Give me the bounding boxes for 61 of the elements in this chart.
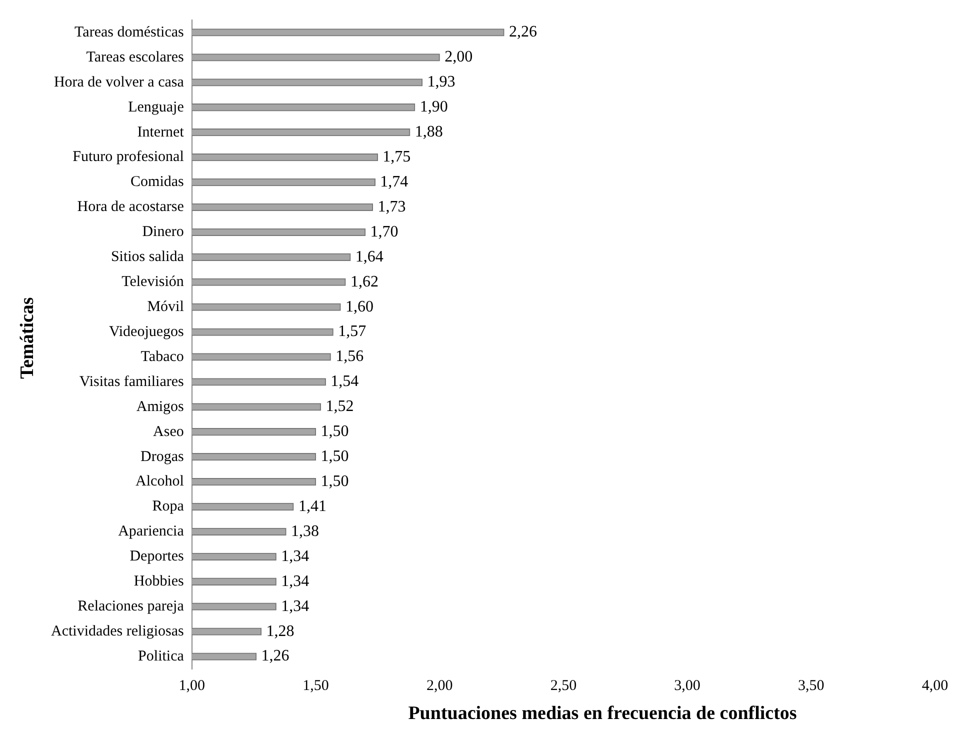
x-tick-label: 3,50: [798, 678, 824, 694]
y-tick-label: Ropa: [152, 498, 184, 515]
x-tick-label: 1,00: [178, 678, 206, 694]
y-tick-label: Tabaco: [140, 348, 184, 365]
data-label: 1,34: [281, 598, 310, 615]
y-tick-label: Sitios salida: [110, 249, 184, 266]
data-label: 1,54: [330, 373, 359, 390]
x-tick-label: 3,00: [674, 678, 700, 694]
y-tick-label: Amigos: [136, 398, 184, 415]
y-tick-label: Tareas escolares: [86, 49, 184, 66]
data-label: 1,60: [346, 298, 374, 316]
y-tick-label: Actividades religiosas: [50, 623, 184, 640]
data-label: 1,56: [336, 348, 364, 366]
data-label: 1,34: [281, 548, 310, 565]
y-tick-label: Lenguaje: [128, 99, 184, 116]
y-tick-label: Drogas: [140, 448, 184, 465]
data-label: 1,73: [378, 198, 406, 216]
y-tick-label: Videojuegos: [108, 324, 184, 340]
data-label: 1,88: [414, 124, 443, 141]
y-tick-label: Apariencia: [118, 524, 184, 540]
data-label: 1,41: [298, 498, 326, 515]
data-label: 1,75: [382, 148, 411, 166]
x-tick-label: 4,00: [922, 678, 948, 694]
data-label: 1,70: [370, 223, 398, 240]
data-label: 1,50: [320, 423, 349, 440]
data-label: 1,38: [291, 522, 320, 540]
y-tick-label: Dinero: [142, 224, 184, 240]
data-label: 1,28: [266, 622, 294, 640]
y-tick-label: Hora de acostarse: [77, 199, 184, 216]
data-label: 2,00: [444, 48, 473, 66]
data-label: 2,26: [508, 24, 537, 41]
y-tick-label: Internet: [137, 124, 185, 140]
x-tick-label: 2,50: [550, 678, 577, 694]
data-label: 1,50: [320, 472, 349, 490]
y-axis-title: Temáticas: [17, 297, 39, 379]
y-tick-label: Relaciones pareja: [78, 598, 184, 615]
y-tick-label: Móvil: [147, 298, 184, 315]
y-tick-label: Aseo: [153, 424, 184, 440]
data-label: 1,52: [326, 398, 354, 416]
y-tick-label: Deportes: [130, 548, 184, 565]
data-label: 1,93: [427, 74, 456, 91]
data-label: 1,57: [338, 323, 366, 340]
y-tick-label: Visitas familiares: [79, 374, 184, 390]
y-tick-label: Comidas: [130, 174, 184, 190]
y-tick-label: Hobbies: [134, 574, 184, 590]
y-tick-label: Hora de volver a casa: [54, 74, 184, 90]
y-tick-label: Televisión: [122, 274, 184, 290]
data-label: 1,26: [261, 648, 290, 665]
data-label: 1,62: [350, 273, 378, 290]
y-tick-label: Futuro profesional: [72, 149, 184, 166]
data-label: 1,64: [355, 248, 384, 266]
data-label: 1,74: [380, 173, 408, 190]
data-label: 1,50: [320, 448, 349, 466]
y-tick-label: Tareas domésticas: [74, 24, 184, 40]
data-label: 1,90: [420, 98, 448, 116]
data-label: 1,34: [281, 572, 310, 590]
x-tick-label: 2,00: [426, 678, 453, 694]
x-tick-label: 1,50: [302, 678, 329, 694]
y-tick-label: Politica: [138, 648, 184, 664]
y-tick-label: Alcohol: [136, 474, 184, 490]
x-axis-title: Puntuaciones medias en frecuencia de conflictos: [407, 703, 798, 725]
